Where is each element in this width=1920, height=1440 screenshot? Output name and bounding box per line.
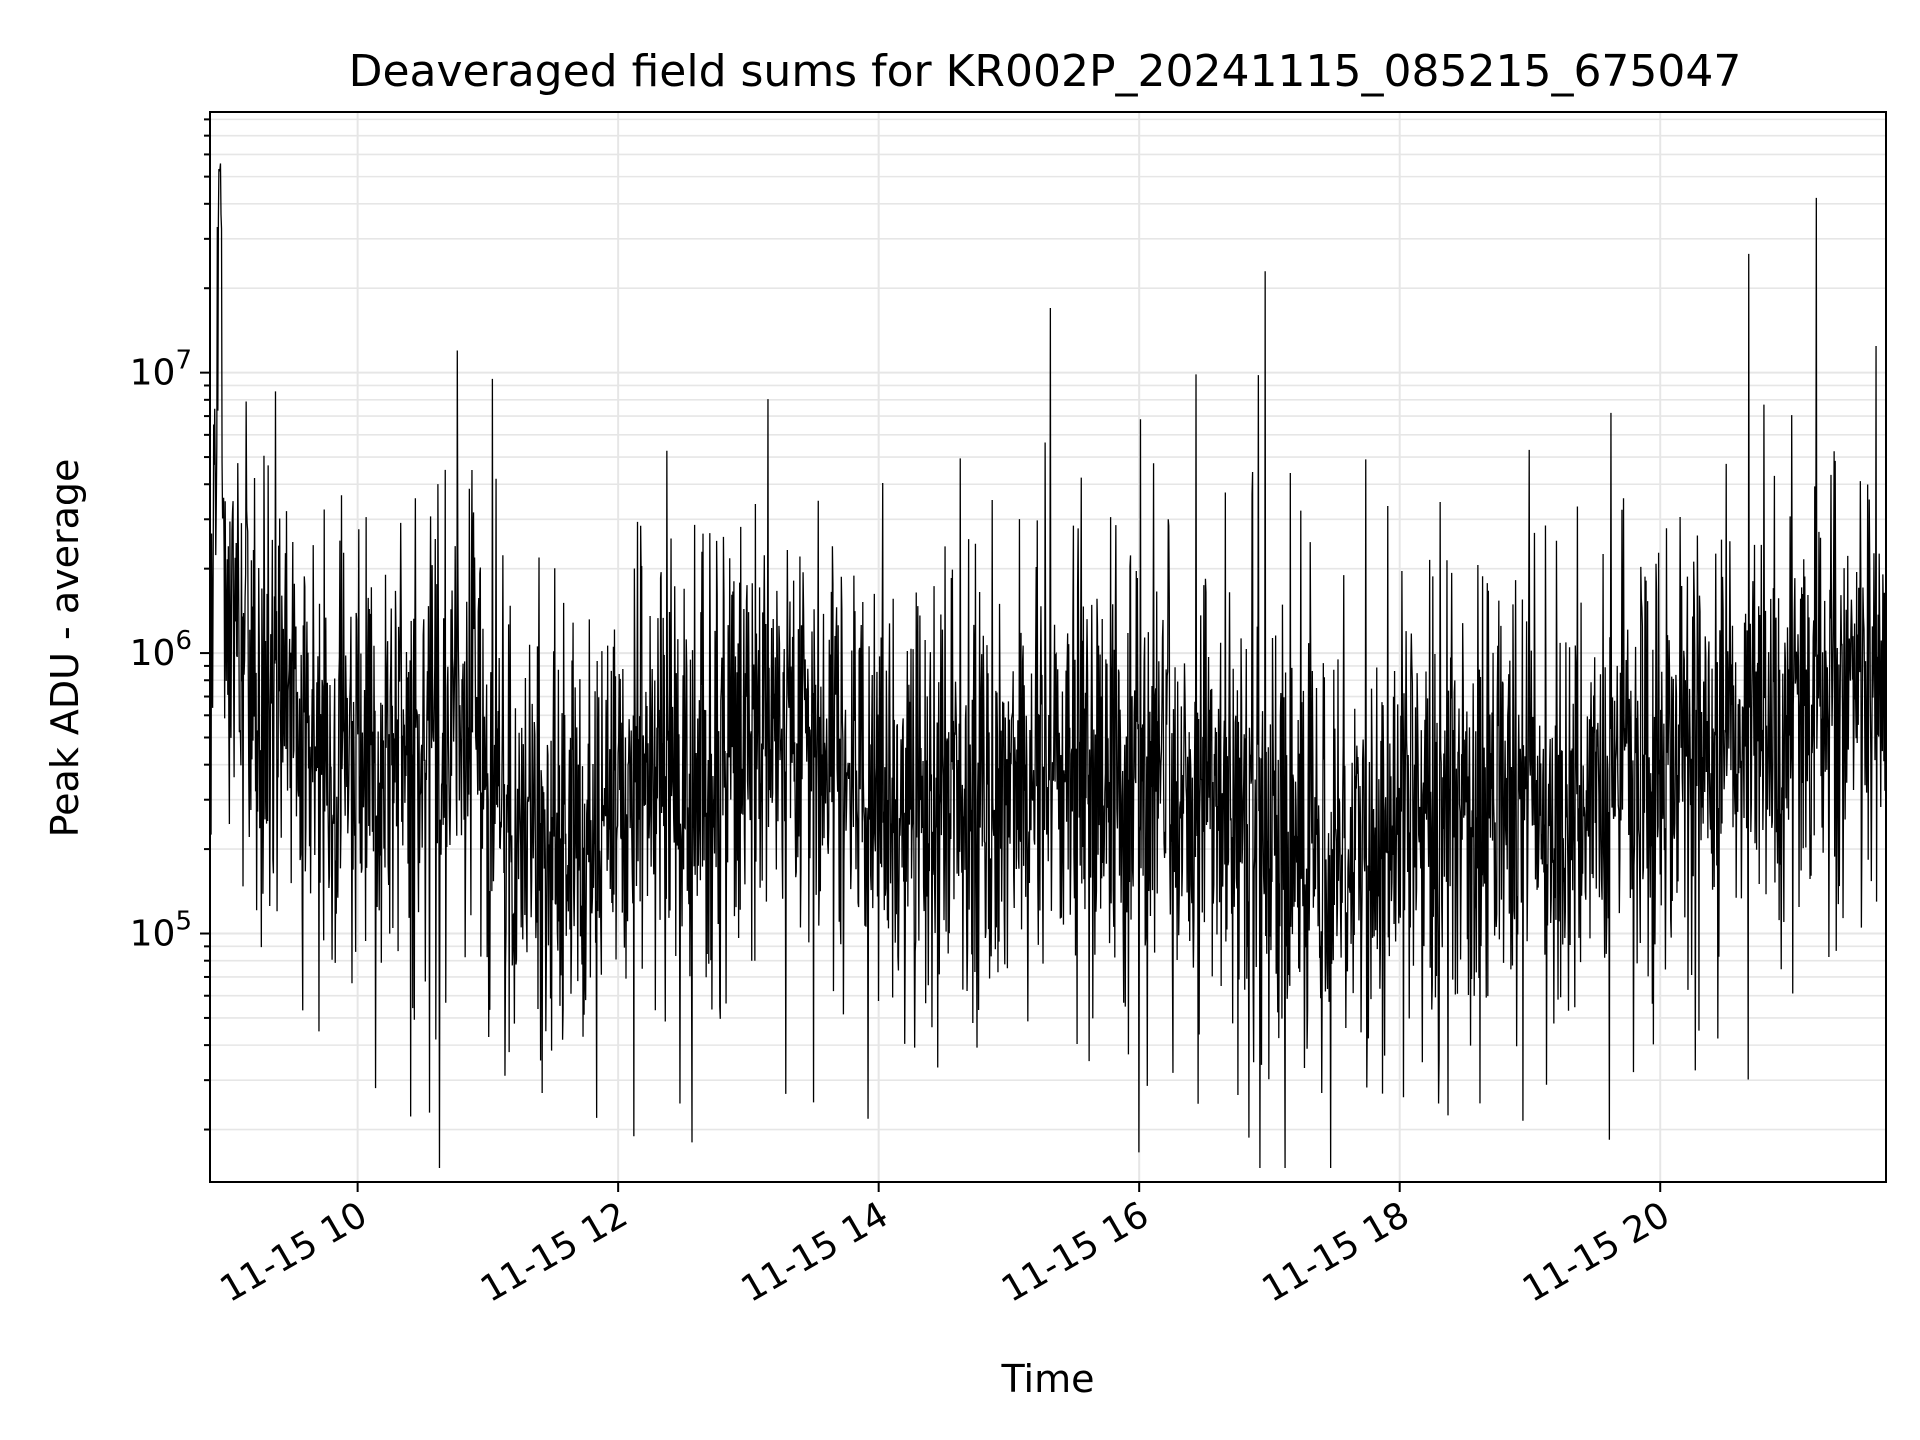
y-axis: 105 106 107 bbox=[130, 118, 210, 1131]
series-line bbox=[209, 163, 1887, 1168]
y-axis-label: Peak ADU - average bbox=[43, 459, 87, 838]
plot-area bbox=[209, 163, 1887, 1168]
chart-title: Deaveraged field sums for KR002P_2024111… bbox=[349, 46, 1742, 97]
plot-frame bbox=[209, 111, 1887, 1183]
y-tick-label: 106 bbox=[130, 626, 192, 674]
y-tick-label: 105 bbox=[130, 907, 192, 955]
x-axis-label: Time bbox=[1001, 1357, 1095, 1401]
y-tick-label: 107 bbox=[130, 346, 192, 394]
